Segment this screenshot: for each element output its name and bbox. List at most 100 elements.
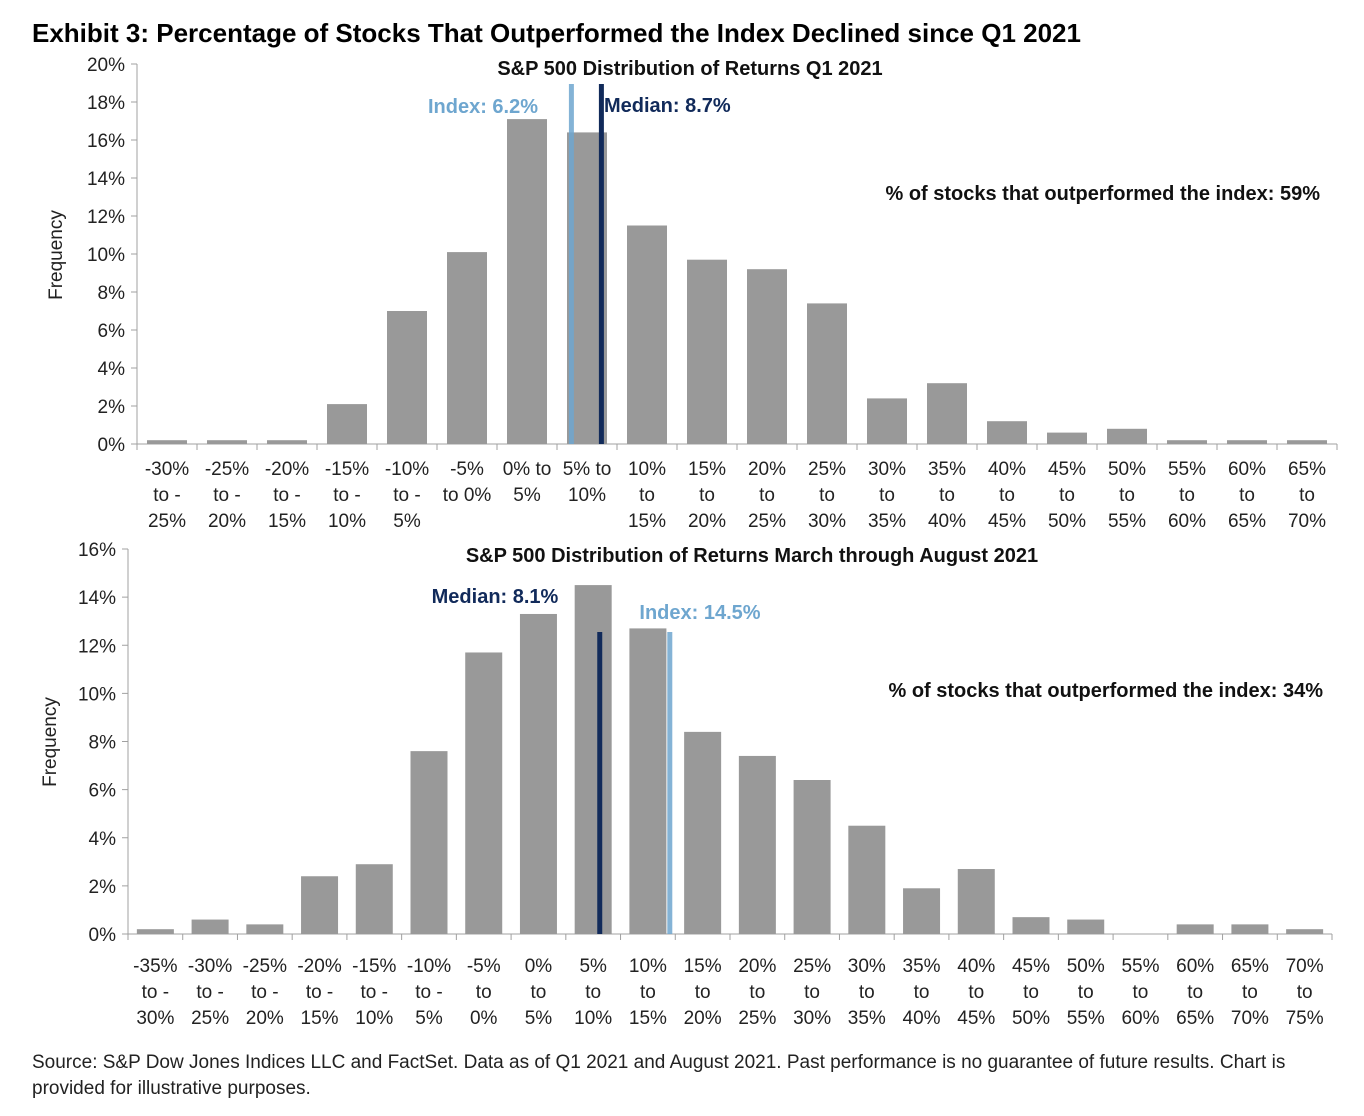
x-tick-label: to - xyxy=(196,982,223,1003)
x-tick-label: 5% xyxy=(513,485,541,506)
x-tick-label: -25% xyxy=(205,459,249,480)
x-tick-label: 30% xyxy=(808,511,846,532)
x-tick-label: 65% xyxy=(1228,511,1266,532)
x-tick-label: -25% xyxy=(243,956,287,977)
bar xyxy=(267,440,307,444)
bar xyxy=(246,924,284,934)
x-tick-label: to xyxy=(759,485,775,506)
x-tick-label: -20% xyxy=(297,956,341,977)
y-tick-label: 8% xyxy=(89,733,117,754)
x-tick-label: to xyxy=(640,982,656,1003)
x-tick-label: 50% xyxy=(1108,459,1146,480)
x-tick-label: to xyxy=(1133,982,1149,1003)
x-tick-label: 35% xyxy=(868,511,906,532)
y-tick-label: 10% xyxy=(87,245,125,266)
x-tick-label: 25% xyxy=(738,1008,776,1029)
x-tick-label: to xyxy=(879,485,895,506)
x-tick-label: to xyxy=(939,485,955,506)
bar xyxy=(447,252,487,444)
index-label: Index: 6.2% xyxy=(428,96,538,118)
bar xyxy=(1287,440,1327,444)
x-tick-label: 5% xyxy=(393,511,421,532)
chart-2: 0% 2% 4% 6% 8% 10% 12% 14% 16% -35% to - 30% -30% to … xyxy=(40,540,1333,1029)
y-tick-label: 6% xyxy=(89,781,117,802)
x-tick-label: to xyxy=(531,982,547,1003)
bar xyxy=(355,864,393,934)
x-tick-label: to xyxy=(819,485,835,506)
x-tick-label: 30% xyxy=(793,1008,831,1029)
x-tick-label: 25% xyxy=(748,511,786,532)
y-tick-label: 0% xyxy=(98,435,126,456)
x-tick-label: to xyxy=(1179,485,1195,506)
bar xyxy=(867,398,907,444)
x-tick-label: 35% xyxy=(928,459,966,480)
x-tick-label: 45% xyxy=(1048,459,1086,480)
bar xyxy=(987,421,1027,444)
x-tick-label: to xyxy=(1239,485,1255,506)
x-tick-label: 10% xyxy=(574,1008,612,1029)
bar xyxy=(793,780,831,934)
x-tick-label: to 0% xyxy=(443,485,492,506)
bar xyxy=(807,303,847,444)
x-tick-label: 50% xyxy=(1048,511,1086,532)
y-tick-label: 20% xyxy=(87,55,125,76)
y-tick-label: 4% xyxy=(98,359,126,380)
y-tick-label: 14% xyxy=(87,169,125,190)
x-tick-label: 60% xyxy=(1121,1008,1159,1029)
x-tick-label: 55% xyxy=(1108,511,1146,532)
x-tick-label: 15% xyxy=(628,511,666,532)
bar xyxy=(136,929,174,934)
bar xyxy=(301,876,339,934)
x-tick-label: 10% xyxy=(629,956,667,977)
y-axis-label: Frequency xyxy=(46,210,67,300)
x-tick-label: 20% xyxy=(748,459,786,480)
x-tick-label: to - xyxy=(361,982,388,1003)
x-tick-label: 45% xyxy=(988,511,1026,532)
x-tick-label: 10% xyxy=(355,1008,393,1029)
x-tick-label: to xyxy=(639,485,655,506)
x-tick-label: 40% xyxy=(928,511,966,532)
bar xyxy=(1167,440,1207,444)
x-tick-label: to xyxy=(804,982,820,1003)
chart-title: S&P 500 Distribution of Returns Q1 2021 xyxy=(497,58,882,80)
x-tick-label: 60% xyxy=(1168,511,1206,532)
x-tick-label: to xyxy=(695,982,711,1003)
x-tick-label: to xyxy=(1297,982,1313,1003)
x-tick-label: 25% xyxy=(808,459,846,480)
x-tick-label: 15% xyxy=(688,459,726,480)
x-tick-label: to xyxy=(968,982,984,1003)
x-tick-label: to - xyxy=(153,485,180,506)
outperform-annotation: % of stocks that outperformed the index:… xyxy=(888,680,1323,702)
x-tick-label: to xyxy=(999,485,1015,506)
x-tick-label: 5% to xyxy=(563,459,612,480)
bar xyxy=(747,269,787,444)
x-tick-label: 55% xyxy=(1067,1008,1105,1029)
x-tick-label: 55% xyxy=(1121,956,1159,977)
median-label: Median: 8.7% xyxy=(604,95,731,117)
x-tick-label: to xyxy=(1187,982,1203,1003)
bar xyxy=(191,919,229,934)
x-tick-label: 0% xyxy=(525,956,553,977)
x-tick-label: 50% xyxy=(1067,956,1105,977)
y-tick-label: 12% xyxy=(78,636,116,657)
exhibit-title: Exhibit 3: Percentage of Stocks That Out… xyxy=(32,18,1081,48)
x-tick-label: 20% xyxy=(208,511,246,532)
x-tick-label: to xyxy=(749,982,765,1003)
x-tick-label: 40% xyxy=(957,956,995,977)
x-tick-label: 15% xyxy=(684,956,722,977)
x-tick-label: to xyxy=(859,982,875,1003)
x-tick-label: 10% xyxy=(628,459,666,480)
chart-title: S&P 500 Distribution of Returns March th… xyxy=(466,545,1038,567)
x-tick-label: 15% xyxy=(268,511,306,532)
bar xyxy=(410,751,448,934)
bar xyxy=(574,585,612,934)
x-tick-label: 0% to xyxy=(503,459,552,480)
y-tick-label: 14% xyxy=(78,588,116,609)
x-tick-label: 75% xyxy=(1286,1008,1324,1029)
x-tick-label: -10% xyxy=(385,459,429,480)
x-tick-label: to xyxy=(1078,982,1094,1003)
x-tick-label: 45% xyxy=(957,1008,995,1029)
y-tick-label: 2% xyxy=(89,877,117,898)
x-tick-label: -30% xyxy=(145,459,189,480)
